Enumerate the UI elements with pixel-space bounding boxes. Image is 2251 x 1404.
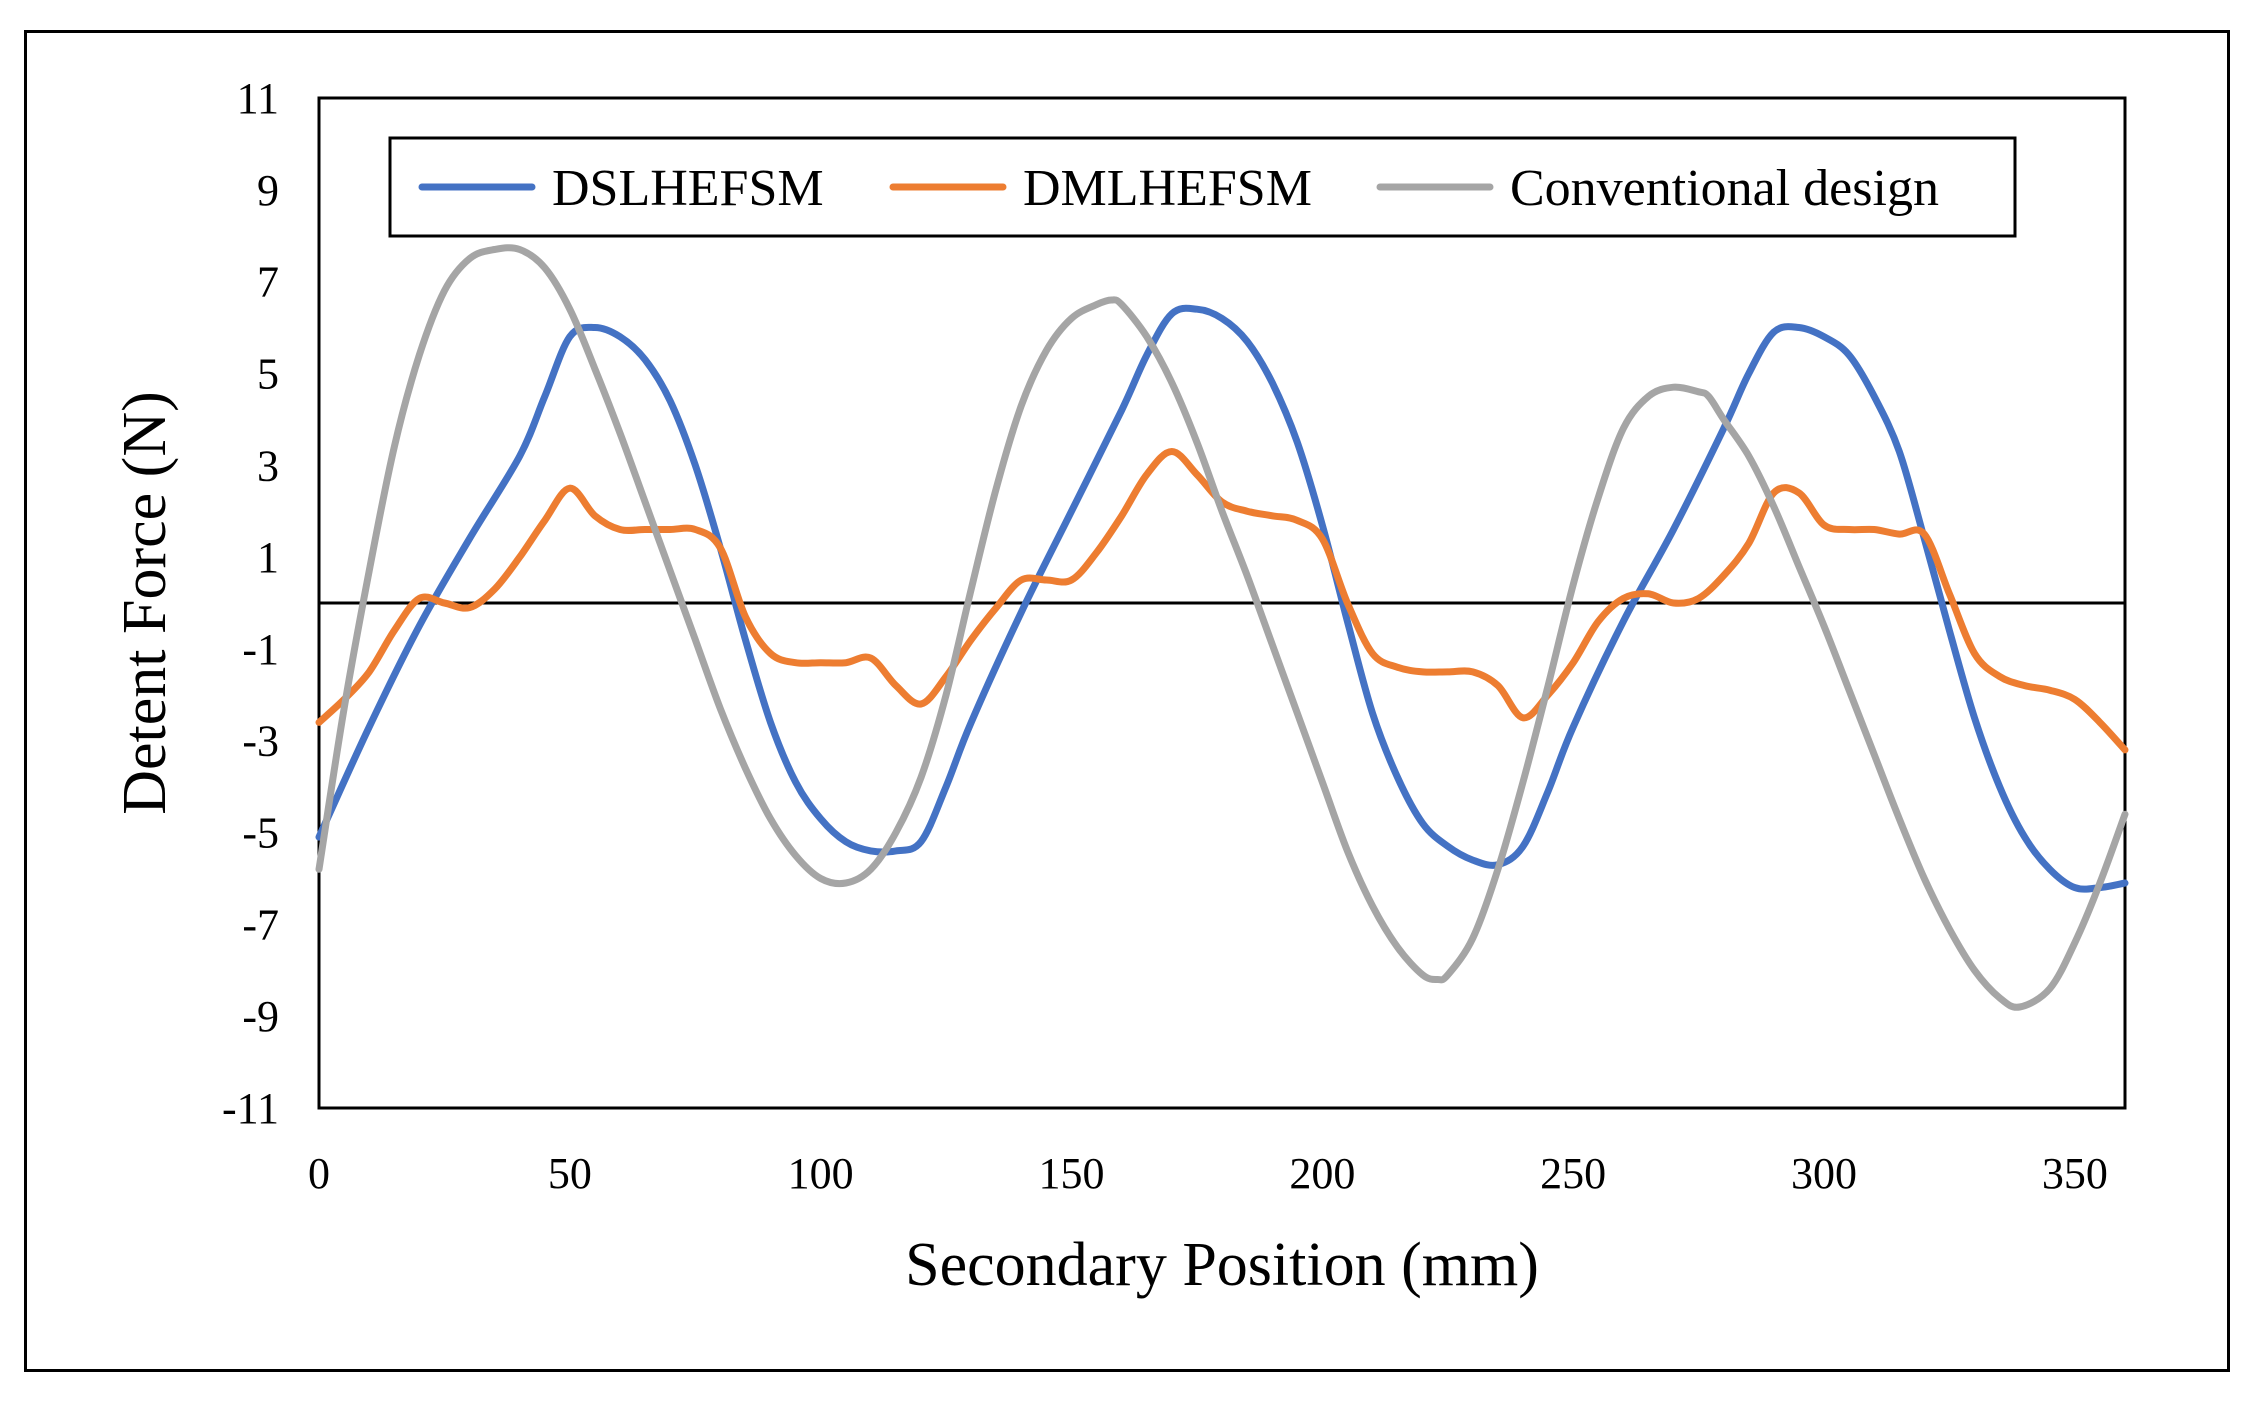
y-axis-title: Detent Force (N) (111, 391, 179, 815)
x-tick-label: 350 (2042, 1149, 2108, 1198)
x-tick-label: 250 (1540, 1149, 1606, 1198)
x-tick-labels: 0 50 100 150 200 250 300 350 (308, 1149, 2108, 1198)
y-tick-label: -3 (242, 717, 279, 766)
x-axis-title: Secondary Position (mm) (905, 1231, 1539, 1299)
y-tick-label: -9 (242, 992, 279, 1041)
series-line-conventional-design (315, 244, 2129, 1011)
x-tick-label: 300 (1791, 1149, 1857, 1198)
legend: DSLHEFSM DMLHEFSM Conventional design (388, 136, 2017, 238)
x-tick-label: 0 (308, 1149, 330, 1198)
y-tick-label: 7 (257, 258, 279, 307)
series-line-dslhefsm (315, 304, 2129, 893)
y-tick-label: 3 (257, 441, 279, 490)
series-layer (315, 244, 2129, 1011)
y-tick-label: 11 (237, 74, 279, 123)
y-tick-label: -7 (242, 900, 279, 949)
legend-label-dmlhefsm: DMLHEFSM (1023, 160, 1312, 217)
y-tick-label: -1 (242, 625, 279, 674)
y-tick-label: -11 (222, 1084, 279, 1133)
y-tick-label: -5 (242, 809, 279, 858)
y-tick-label: 5 (257, 349, 279, 398)
x-tick-label: 50 (548, 1149, 592, 1198)
legend-items: DSLHEFSM DMLHEFSM Conventional design (418, 160, 1939, 217)
legend-label-dslhefsm: DSLHEFSM (552, 160, 824, 217)
x-tick-label: 200 (1289, 1149, 1355, 1198)
legend-label-conventional-design: Conventional design (1510, 160, 1939, 217)
legend-box (388, 136, 2017, 238)
x-tick-label: 150 (1039, 1149, 1105, 1198)
y-tick-label: 1 (257, 533, 279, 582)
x-tick-label: 100 (788, 1149, 854, 1198)
y-tick-label: 9 (257, 166, 279, 215)
